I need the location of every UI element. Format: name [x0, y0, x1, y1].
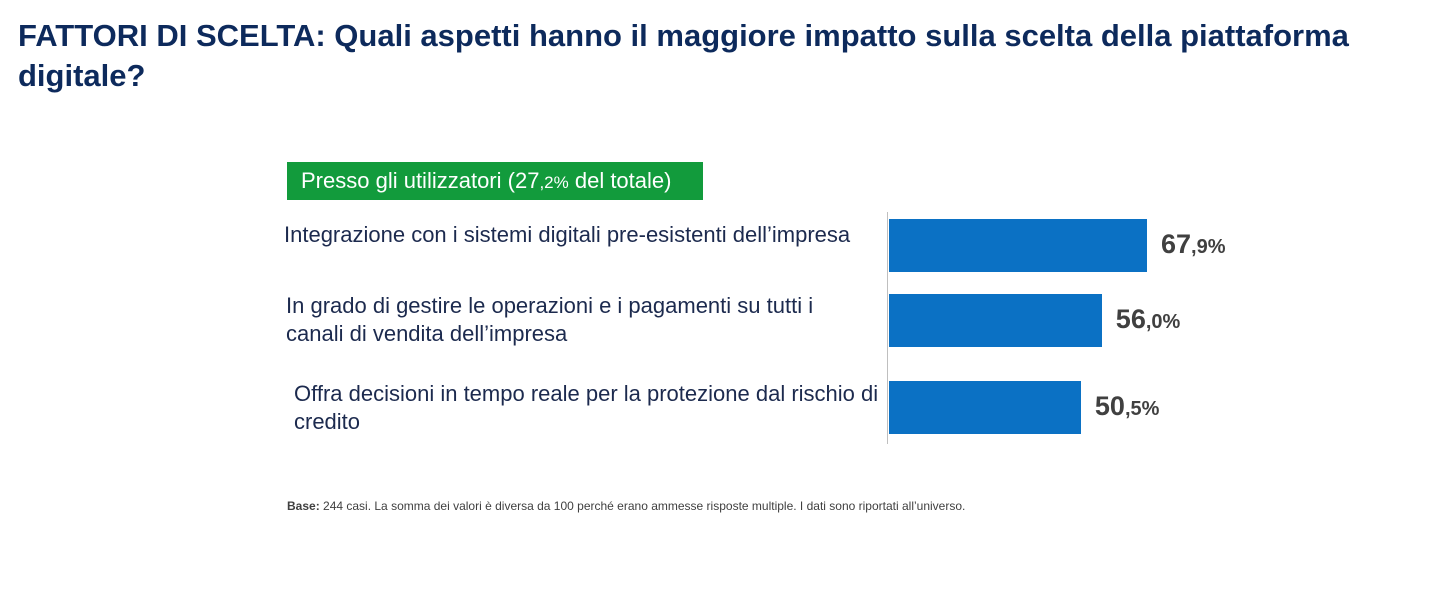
data-label: 50,5% [1095, 391, 1160, 422]
subgroup-badge-text: Presso gli utilizzatori (27 [301, 168, 540, 193]
footnote-text: 244 casi. La somma dei valori è diversa … [319, 499, 966, 513]
data-label-decimal: ,9% [1191, 236, 1226, 258]
data-label-integer: 50 [1094, 391, 1125, 421]
bar [889, 219, 1147, 272]
category-label: In grado di gestire le operazioni e i pa… [286, 293, 814, 346]
data-label-decimal: ,5% [1124, 398, 1160, 420]
subgroup-badge: Presso gli utilizzatori (27,2% del total… [287, 162, 703, 200]
data-label-decimal: ,0% [1145, 311, 1181, 333]
footnote: Base: 244 casi. La somma dei valori è di… [287, 499, 977, 514]
bar [889, 294, 1102, 347]
data-label-integer: 56 [1115, 304, 1146, 334]
category-axis-line [887, 212, 888, 444]
category-label: Offra decisioni in tempo reale per la pr… [294, 381, 879, 434]
data-label: 67,9% [1161, 229, 1226, 260]
data-label-integer: 67 [1161, 229, 1192, 259]
subgroup-badge-decimal: ,2% [539, 173, 569, 192]
page-title: FATTORI DI SCELTA: Quali aspetti hanno i… [18, 18, 1349, 93]
subgroup-badge-suffix: del totale) [568, 168, 672, 193]
bar [889, 381, 1081, 434]
footnote-label: Base: [287, 499, 320, 513]
category-label: Integrazione con i sistemi digitali pre-… [284, 222, 851, 247]
data-label: 56,0% [1116, 304, 1181, 335]
